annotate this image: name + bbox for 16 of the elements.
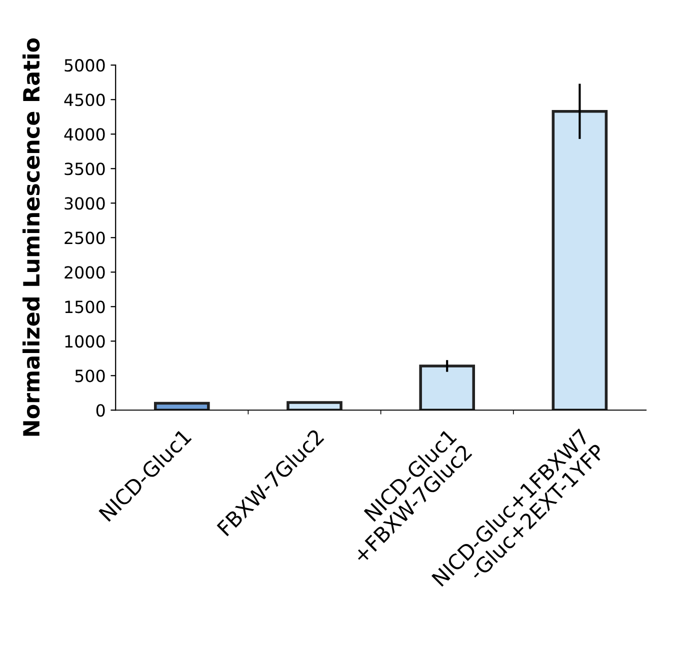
y-axis-title: Normalized Luminescence Ratio xyxy=(22,38,40,436)
y-tick-label: 3000 xyxy=(64,197,105,210)
y-tick-label: 0 xyxy=(96,404,105,417)
y-tick-label: 1000 xyxy=(65,335,105,348)
y-tick-label: 2000 xyxy=(64,266,105,279)
bar xyxy=(154,402,210,410)
y-tick-label: 1500 xyxy=(65,300,105,314)
bar xyxy=(419,364,476,410)
y-tick-label: 3500 xyxy=(64,162,105,176)
y-tick-label: 5000 xyxy=(64,59,105,72)
bar xyxy=(552,110,608,410)
y-tick-label: 500 xyxy=(75,370,105,382)
y-tick-label: 4500 xyxy=(64,94,105,106)
y-tick-label: 4000 xyxy=(64,128,105,141)
y-tick-label: 2500 xyxy=(64,232,105,244)
bar xyxy=(286,401,342,410)
